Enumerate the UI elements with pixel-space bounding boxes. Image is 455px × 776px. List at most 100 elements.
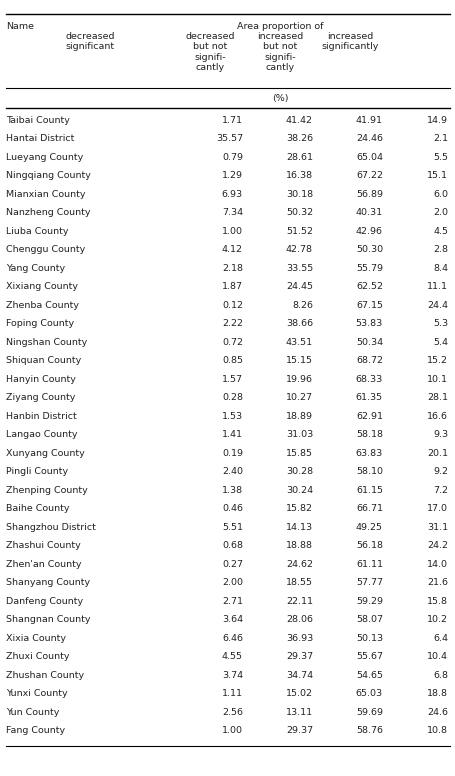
Text: Zhenping County: Zhenping County [6, 486, 88, 495]
Text: 10.4: 10.4 [427, 653, 448, 661]
Text: 10.2: 10.2 [427, 615, 448, 625]
Text: 3.74: 3.74 [222, 671, 243, 680]
Text: Hanbin District: Hanbin District [6, 412, 77, 421]
Text: 67.15: 67.15 [356, 301, 383, 310]
Text: 10.8: 10.8 [427, 726, 448, 736]
Text: 62.52: 62.52 [356, 282, 383, 292]
Text: 63.83: 63.83 [356, 449, 383, 458]
Text: 0.85: 0.85 [222, 356, 243, 365]
Text: 31.1: 31.1 [427, 523, 448, 532]
Text: 66.71: 66.71 [356, 504, 383, 514]
Text: 40.31: 40.31 [356, 209, 383, 217]
Text: 58.10: 58.10 [356, 467, 383, 476]
Text: Hantai District: Hantai District [6, 134, 74, 144]
Text: 30.18: 30.18 [286, 190, 313, 199]
Text: Danfeng County: Danfeng County [6, 597, 83, 606]
Text: 41.42: 41.42 [286, 116, 313, 125]
Text: Zhen'an County: Zhen'an County [6, 560, 81, 569]
Text: 24.45: 24.45 [286, 282, 313, 292]
Text: 24.62: 24.62 [286, 560, 313, 569]
Text: 24.46: 24.46 [356, 134, 383, 144]
Text: Hanyin County: Hanyin County [6, 375, 76, 384]
Text: Lueyang County: Lueyang County [6, 153, 83, 162]
Text: 62.91: 62.91 [356, 412, 383, 421]
Text: 1.00: 1.00 [222, 227, 243, 236]
Text: 50.34: 50.34 [356, 338, 383, 347]
Text: 17.0: 17.0 [427, 504, 448, 514]
Text: 15.15: 15.15 [286, 356, 313, 365]
Text: 6.4: 6.4 [433, 634, 448, 643]
Text: 6.93: 6.93 [222, 190, 243, 199]
Text: 15.2: 15.2 [427, 356, 448, 365]
Text: 5.5: 5.5 [433, 153, 448, 162]
Text: Langao County: Langao County [6, 431, 77, 439]
Text: 50.30: 50.30 [356, 245, 383, 255]
Text: 2.0: 2.0 [433, 209, 448, 217]
Text: 29.37: 29.37 [286, 726, 313, 736]
Text: Zhushan County: Zhushan County [6, 671, 84, 680]
Text: 55.67: 55.67 [356, 653, 383, 661]
Text: 15.02: 15.02 [286, 689, 313, 698]
Text: increased
but not
signifi-
cantly: increased but not signifi- cantly [257, 32, 303, 72]
Text: 56.18: 56.18 [356, 542, 383, 550]
Text: 3.64: 3.64 [222, 615, 243, 625]
Text: Zhashui County: Zhashui County [6, 542, 81, 550]
Text: 6.8: 6.8 [433, 671, 448, 680]
Text: 0.79: 0.79 [222, 153, 243, 162]
Text: Shiquan County: Shiquan County [6, 356, 81, 365]
Text: 8.4: 8.4 [433, 264, 448, 273]
Text: 18.88: 18.88 [286, 542, 313, 550]
Text: 31.03: 31.03 [286, 431, 313, 439]
Text: Nanzheng County: Nanzheng County [6, 209, 91, 217]
Text: 0.72: 0.72 [222, 338, 243, 347]
Text: 0.27: 0.27 [222, 560, 243, 569]
Text: 28.61: 28.61 [286, 153, 313, 162]
Text: 58.18: 58.18 [356, 431, 383, 439]
Text: Foping County: Foping County [6, 320, 74, 328]
Text: Yunxi County: Yunxi County [6, 689, 68, 698]
Text: 54.65: 54.65 [356, 671, 383, 680]
Text: Xixiang County: Xixiang County [6, 282, 78, 292]
Text: Mianxian County: Mianxian County [6, 190, 86, 199]
Text: 43.51: 43.51 [286, 338, 313, 347]
Text: 15.85: 15.85 [286, 449, 313, 458]
Text: 68.72: 68.72 [356, 356, 383, 365]
Text: 57.77: 57.77 [356, 578, 383, 587]
Text: 1.57: 1.57 [222, 375, 243, 384]
Text: Zhuxi County: Zhuxi County [6, 653, 70, 661]
Text: Baihe County: Baihe County [6, 504, 70, 514]
Text: Xunyang County: Xunyang County [6, 449, 85, 458]
Text: 59.29: 59.29 [356, 597, 383, 606]
Text: 1.00: 1.00 [222, 726, 243, 736]
Text: 35.57: 35.57 [216, 134, 243, 144]
Text: 1.71: 1.71 [222, 116, 243, 125]
Text: 29.37: 29.37 [286, 653, 313, 661]
Text: Ziyang County: Ziyang County [6, 393, 76, 403]
Text: 0.28: 0.28 [222, 393, 243, 403]
Text: 16.6: 16.6 [427, 412, 448, 421]
Text: Name: Name [6, 22, 34, 31]
Text: 4.12: 4.12 [222, 245, 243, 255]
Text: 61.11: 61.11 [356, 560, 383, 569]
Text: 18.55: 18.55 [286, 578, 313, 587]
Text: 34.74: 34.74 [286, 671, 313, 680]
Text: Yang County: Yang County [6, 264, 65, 273]
Text: Area proportion of: Area proportion of [237, 22, 323, 31]
Text: 55.79: 55.79 [356, 264, 383, 273]
Text: 15.82: 15.82 [286, 504, 313, 514]
Text: 6.46: 6.46 [222, 634, 243, 643]
Text: 38.66: 38.66 [286, 320, 313, 328]
Text: 28.06: 28.06 [286, 615, 313, 625]
Text: 1.29: 1.29 [222, 171, 243, 180]
Text: Zhenba County: Zhenba County [6, 301, 79, 310]
Text: 1.11: 1.11 [222, 689, 243, 698]
Text: 1.38: 1.38 [222, 486, 243, 495]
Text: 9.3: 9.3 [433, 431, 448, 439]
Text: 22.11: 22.11 [286, 597, 313, 606]
Text: Ningshan County: Ningshan County [6, 338, 87, 347]
Text: 1.87: 1.87 [222, 282, 243, 292]
Text: 30.28: 30.28 [286, 467, 313, 476]
Text: 58.76: 58.76 [356, 726, 383, 736]
Text: 15.1: 15.1 [427, 171, 448, 180]
Text: Xixia County: Xixia County [6, 634, 66, 643]
